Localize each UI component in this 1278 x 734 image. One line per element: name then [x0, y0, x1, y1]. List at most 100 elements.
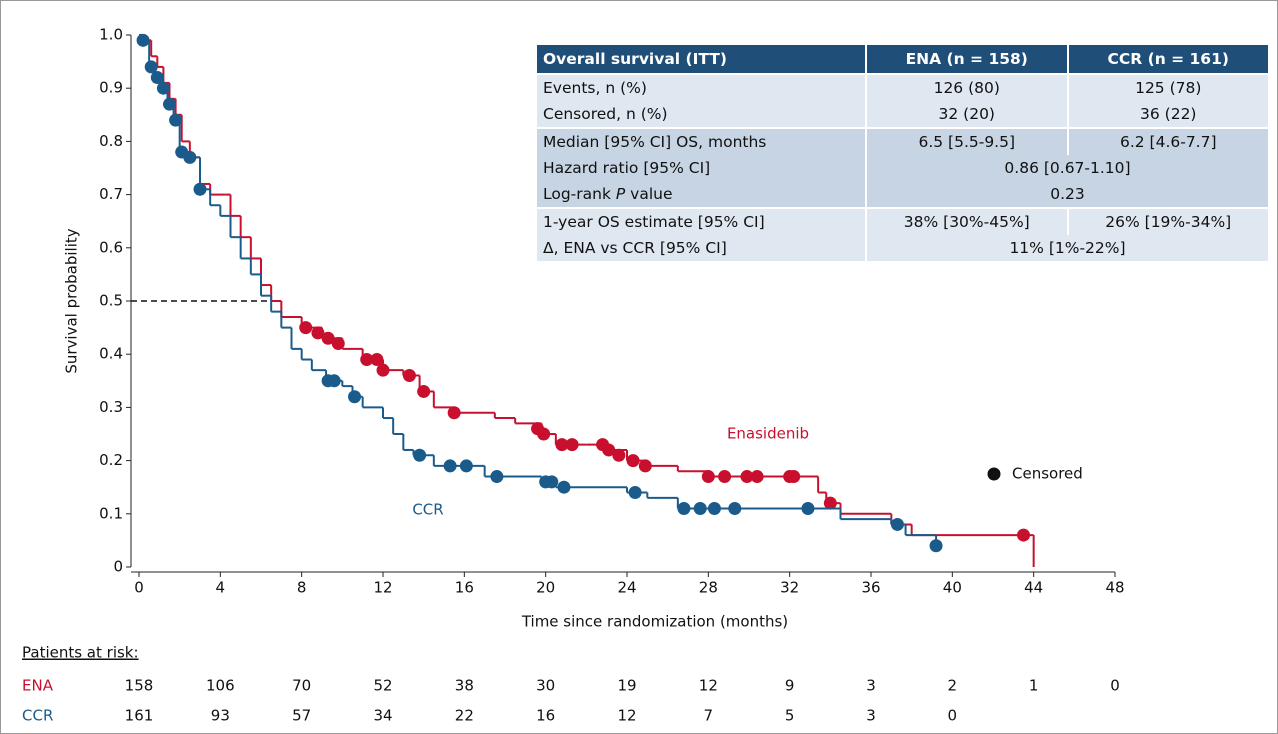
value-cell: 0.23	[866, 181, 1270, 208]
y-tick-label: 0.8	[99, 132, 123, 150]
x-tick-label: 36	[861, 579, 880, 597]
row-label: Δ, ENA vs CCR [95% CI]	[537, 235, 867, 261]
censor-mark	[718, 470, 732, 484]
value-cell: 126 (80)	[866, 73, 1069, 101]
censor-mark	[327, 374, 341, 388]
y-tick-label: 0	[113, 558, 123, 576]
censor-mark	[443, 459, 457, 473]
value-cell: 38% [30%-45%]	[866, 207, 1069, 235]
table-row: Median [95% CI] OS, months 6.5 [5.5-9.5] 6…	[537, 127, 1270, 155]
x-tick-label: 28	[699, 579, 718, 597]
censor-mark	[311, 326, 325, 340]
value-cell: 26% [19%-34%]	[1067, 207, 1270, 235]
censor-mark	[459, 459, 473, 473]
x-tick-label: 24	[617, 579, 636, 597]
y-tick-label: 0.6	[99, 238, 123, 256]
header-cell: ENA (n = 158)	[866, 45, 1069, 74]
risk-value: 3	[866, 707, 876, 725]
censor-mark	[183, 150, 197, 164]
censor-mark	[144, 60, 158, 74]
censor-mark	[545, 475, 559, 489]
x-tick-label: 0	[134, 579, 144, 597]
censor-mark	[193, 182, 207, 196]
risk-value: 9	[785, 677, 795, 695]
risk-value: 158	[125, 677, 154, 695]
censor-mark	[348, 390, 362, 404]
x-tick-label: 48	[1105, 579, 1124, 597]
censor-mark	[169, 113, 183, 127]
x-tick-label: 20	[536, 579, 555, 597]
legend-label: Censored	[1012, 465, 1083, 483]
censor-mark	[628, 486, 642, 500]
risk-value: 5	[785, 707, 795, 725]
label-part: P	[615, 185, 626, 203]
risk-value: 22	[455, 707, 474, 725]
censor-mark	[537, 427, 551, 441]
censor-mark	[612, 448, 626, 462]
censor-mark	[299, 321, 313, 335]
censor-mark	[331, 337, 345, 351]
y-tick-label: 0.2	[99, 451, 123, 469]
risk-value: 7	[704, 707, 714, 725]
header-cell: Overall survival (ITT)	[537, 45, 867, 74]
series-label: Enasidenib	[727, 425, 809, 443]
censor-mark	[707, 501, 721, 515]
y-tick-label: 0.1	[99, 504, 123, 522]
value-cell: 11% [1%-22%]	[866, 235, 1270, 261]
risk-value: 12	[617, 707, 636, 725]
value-cell: 0.86 [0.67-1.10]	[866, 155, 1270, 181]
censor-mark	[557, 480, 571, 494]
risk-value: 0	[948, 707, 958, 725]
censor-mark	[376, 363, 390, 377]
risk-value: 12	[699, 677, 718, 695]
row-label: Hazard ratio [95% CI]	[537, 155, 867, 181]
risk-row-label: ENA	[22, 677, 54, 695]
y-tick-label: 0.3	[99, 398, 123, 416]
censor-mark	[565, 438, 579, 452]
value-cell: 32 (20)	[866, 101, 1069, 128]
x-axis-title: Time since randomization (months)	[521, 613, 788, 631]
censor-mark	[602, 443, 616, 457]
y-tick-label: 0.4	[99, 345, 123, 363]
risk-title: Patients at risk:	[22, 644, 139, 662]
censor-mark	[156, 81, 170, 95]
label-part: value	[625, 185, 673, 203]
y-tick-label: 0.7	[99, 185, 123, 203]
risk-value: 2	[948, 677, 958, 695]
x-tick-label: 8	[297, 579, 307, 597]
risk-value: 1	[1029, 677, 1039, 695]
risk-value: 52	[373, 677, 392, 695]
risk-value: 70	[292, 677, 311, 695]
risk-value: 16	[536, 707, 555, 725]
legend-marker	[987, 467, 1001, 481]
x-tick-label: 32	[780, 579, 799, 597]
risk-value: 19	[617, 677, 636, 695]
censor-mark	[1017, 528, 1030, 542]
censor-mark	[360, 353, 374, 367]
censor-mark	[417, 384, 431, 398]
value-cell: 125 (78)	[1067, 73, 1270, 101]
series-label: CCR	[412, 501, 443, 519]
y-tick-label: 0.5	[99, 292, 123, 310]
censor-mark	[728, 501, 742, 515]
risk-value: 161	[125, 707, 154, 725]
censor-mark	[150, 71, 164, 85]
censor-mark	[890, 517, 904, 531]
censor-mark	[370, 353, 384, 367]
risk-value: 0	[1110, 677, 1120, 695]
censor-mark	[693, 501, 707, 515]
censor-mark	[787, 470, 801, 484]
x-tick-label: 40	[943, 579, 962, 597]
y-axis-title: Survival probability	[63, 228, 81, 373]
value-cell: 6.5 [5.5-9.5]	[866, 127, 1069, 155]
row-label: Events, n (%)	[537, 73, 867, 101]
risk-value: 106	[206, 677, 235, 695]
table-row: Δ, ENA vs CCR [95% CI] 11% [1%-22%]	[537, 235, 1270, 261]
row-label: Log-rank P value	[537, 181, 867, 208]
y-tick-label: 0.9	[99, 79, 123, 97]
censor-mark	[163, 97, 176, 111]
table-row: Censored, n (%) 32 (20) 36 (22)	[537, 101, 1270, 128]
censor-mark	[413, 448, 427, 462]
table-row: Log-rank P value 0.23	[537, 181, 1270, 208]
